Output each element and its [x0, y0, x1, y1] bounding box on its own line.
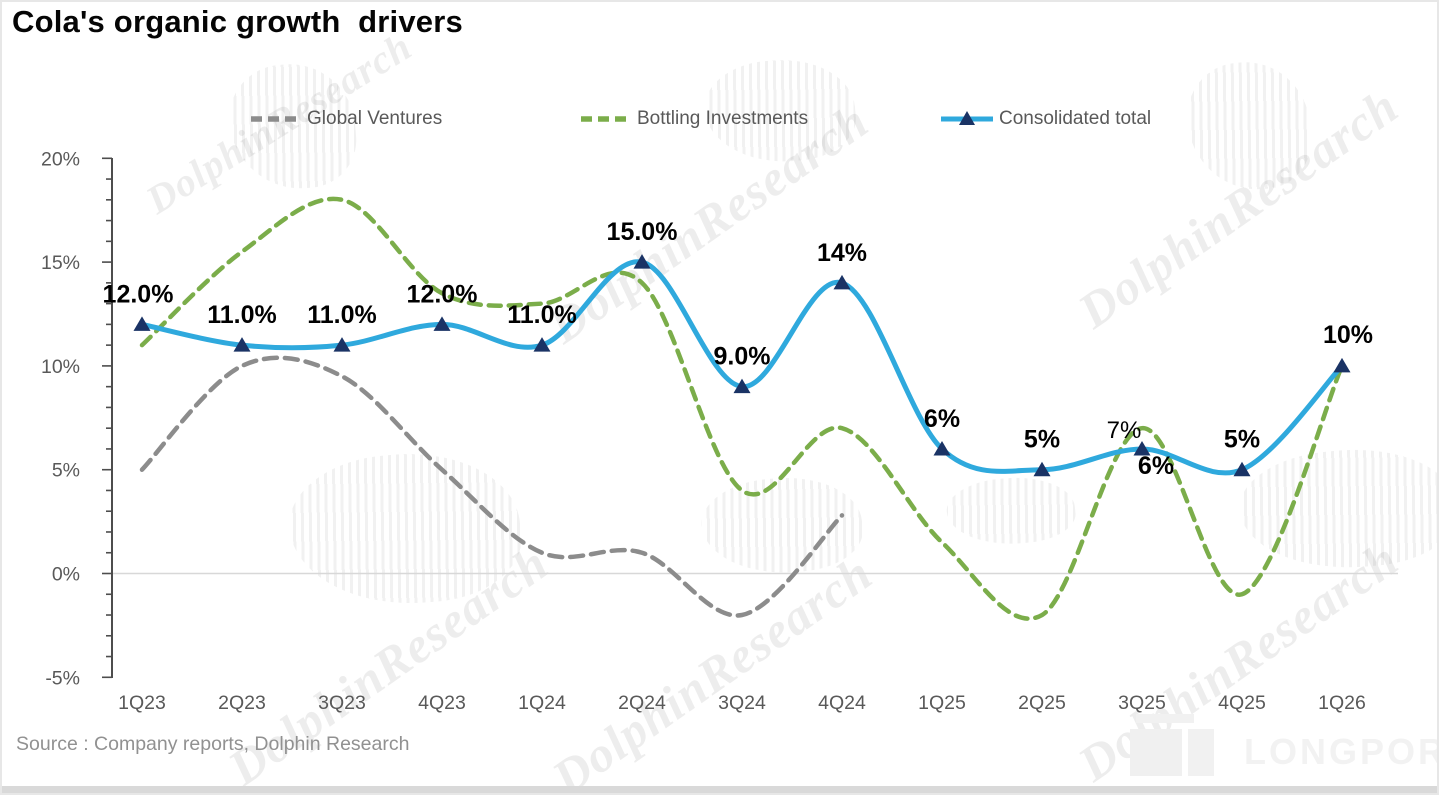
dashed-line-swatch-icon	[251, 116, 301, 122]
data-label-bottling-peak: 7%	[1107, 417, 1142, 444]
x-tick-label: 1Q23	[118, 692, 166, 714]
longport-logo-icon	[1130, 714, 1214, 776]
bottling-investments-line	[139, 196, 1345, 621]
x-tick-label: 4Q25	[1218, 692, 1266, 714]
legend-item-consolidated-total: Consolidated total	[940, 108, 1151, 130]
dashed-line-swatch-icon	[581, 116, 631, 122]
y-tick-label: 20%	[41, 148, 80, 170]
line-triangle-swatch-icon	[941, 111, 993, 125]
page-title: Cola's organic growth drivers	[12, 4, 463, 39]
data-label: 9.0%	[714, 343, 771, 371]
triangle-marker	[833, 274, 851, 290]
y-tick-label: 5%	[52, 460, 80, 482]
x-tick-label: 2Q23	[218, 692, 266, 714]
legend-item-global-ventures: Global Ventures	[250, 108, 442, 130]
x-tick-label: 2Q24	[618, 692, 666, 714]
data-label: 12.0%	[103, 280, 174, 308]
y-tick-label: 0%	[52, 564, 80, 586]
triangle-marker	[633, 254, 651, 269]
data-label: 14%	[817, 239, 867, 267]
legend: Global Ventures Bottling Investments Con…	[2, 108, 1437, 136]
legend-label-bottling-investments: Bottling Investments	[637, 108, 809, 129]
y-tick-label: 15%	[41, 252, 80, 274]
y-tick-label: -5%	[45, 667, 80, 689]
x-tick-label: 1Q24	[518, 692, 566, 714]
x-tick-label: 3Q24	[718, 692, 766, 714]
triangle-marker	[133, 316, 151, 331]
triangle-marker	[1233, 461, 1251, 477]
triangle-marker	[1333, 357, 1351, 373]
legend-label-global-ventures: Global Ventures	[307, 108, 443, 129]
y-tick-label: 10%	[41, 356, 80, 378]
triangle-marker	[433, 316, 451, 331]
triangle-marker	[933, 440, 951, 456]
data-label: 15.0%	[607, 218, 678, 246]
x-tick-label: 2Q25	[1018, 692, 1066, 714]
data-label: 10%	[1323, 321, 1373, 349]
data-label: 5%	[1024, 426, 1060, 454]
legend-label-consolidated-total: Consolidated total	[999, 108, 1152, 129]
data-label: 11.0%	[507, 301, 577, 329]
triangle-marker	[1033, 461, 1051, 477]
data-label: 11.0%	[207, 301, 277, 329]
data-label: 12.0%	[407, 280, 478, 308]
x-tick-label: 3Q23	[318, 692, 366, 714]
global-ventures-line	[139, 355, 845, 618]
legend-item-bottling-investments: Bottling Investments	[580, 108, 808, 130]
longport-watermark: LONGPORT	[1130, 714, 1437, 776]
longport-wordmark: LONGPORT	[1244, 731, 1437, 772]
x-tick-label: 1Q25	[918, 692, 966, 714]
data-label: 6%	[1138, 452, 1174, 480]
x-tick-label: 4Q24	[818, 692, 866, 714]
triangle-marker	[333, 337, 351, 352]
triangle-marker	[1133, 440, 1151, 456]
data-label: 5%	[1224, 426, 1260, 454]
data-label: 6%	[924, 405, 960, 433]
triangle-marker	[733, 378, 751, 394]
triangle-marker	[533, 337, 551, 352]
data-label: 11.0%	[307, 301, 377, 329]
x-tick-label: 3Q25	[1118, 692, 1166, 714]
triangle-marker	[233, 337, 251, 352]
x-tick-label: 4Q23	[418, 692, 466, 714]
bottom-bar	[2, 786, 1437, 793]
x-tick-label: 1Q26	[1318, 692, 1366, 714]
source-note: Source : Company reports, Dolphin Resear…	[16, 733, 410, 755]
